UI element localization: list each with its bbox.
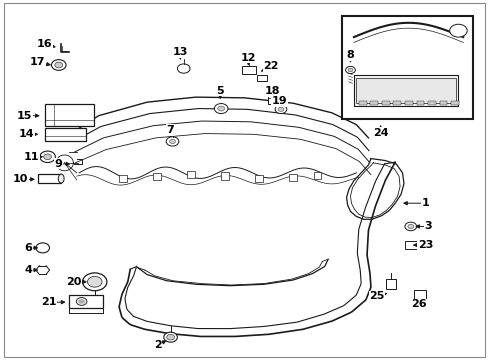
Text: 22: 22 — [263, 62, 279, 71]
Text: 25: 25 — [368, 291, 384, 301]
Circle shape — [347, 68, 352, 72]
Text: 21: 21 — [41, 297, 57, 307]
FancyBboxPatch shape — [45, 104, 94, 126]
Bar — [119, 175, 126, 182]
Text: 8: 8 — [346, 50, 354, 60]
Bar — [256, 75, 267, 81]
Circle shape — [169, 139, 175, 144]
Circle shape — [345, 66, 355, 73]
Circle shape — [43, 154, 51, 159]
Text: 20: 20 — [65, 277, 81, 287]
Bar — [414, 302, 424, 305]
Text: 6: 6 — [24, 243, 32, 253]
Circle shape — [407, 224, 413, 229]
Bar — [386, 279, 395, 289]
Circle shape — [36, 243, 49, 253]
Text: 18: 18 — [264, 86, 280, 96]
Text: 23: 23 — [417, 240, 432, 250]
Bar — [393, 102, 400, 105]
Bar — [369, 102, 377, 105]
Text: 5: 5 — [216, 86, 224, 96]
Bar — [439, 102, 447, 105]
Circle shape — [55, 62, 62, 68]
Circle shape — [163, 332, 177, 342]
Circle shape — [177, 64, 190, 73]
Bar — [404, 242, 418, 249]
Circle shape — [40, 151, 55, 162]
Circle shape — [166, 334, 174, 340]
Text: 24: 24 — [372, 128, 387, 138]
Bar — [221, 172, 228, 180]
Text: 13: 13 — [172, 47, 187, 57]
Text: 16: 16 — [36, 39, 52, 49]
Bar — [255, 175, 263, 182]
Bar — [450, 102, 458, 105]
Bar — [153, 173, 161, 180]
Circle shape — [449, 24, 466, 37]
Bar — [313, 172, 321, 179]
Bar — [358, 102, 366, 105]
Bar — [353, 75, 458, 106]
Text: 3: 3 — [424, 221, 431, 231]
Text: 12: 12 — [240, 53, 256, 63]
Text: 4: 4 — [24, 265, 32, 275]
Bar — [427, 102, 435, 105]
Bar — [267, 92, 278, 104]
Circle shape — [79, 299, 84, 303]
Text: 2: 2 — [154, 340, 162, 350]
Circle shape — [166, 137, 179, 146]
Circle shape — [76, 297, 87, 305]
Circle shape — [404, 222, 416, 231]
Text: 15: 15 — [17, 111, 32, 121]
Bar — [288, 174, 296, 181]
Bar — [242, 66, 255, 73]
Bar — [38, 174, 61, 183]
Circle shape — [275, 105, 286, 113]
Text: 14: 14 — [19, 129, 35, 139]
Ellipse shape — [58, 174, 64, 183]
Bar — [413, 290, 425, 303]
Bar — [416, 102, 424, 105]
Bar — [69, 295, 102, 308]
Text: 19: 19 — [271, 96, 287, 107]
Bar — [404, 102, 412, 105]
Circle shape — [278, 107, 284, 111]
Text: 17: 17 — [30, 57, 45, 67]
Circle shape — [217, 106, 224, 111]
Bar — [356, 78, 455, 103]
Text: 10: 10 — [13, 174, 28, 184]
Circle shape — [82, 273, 107, 291]
Text: 7: 7 — [166, 125, 174, 135]
Text: 1: 1 — [421, 198, 428, 208]
Text: 11: 11 — [24, 152, 39, 162]
Bar — [341, 16, 472, 119]
Text: 9: 9 — [55, 159, 62, 169]
Circle shape — [214, 104, 227, 113]
Bar — [45, 128, 86, 141]
Text: 26: 26 — [410, 299, 426, 309]
Bar — [187, 171, 195, 178]
Circle shape — [87, 276, 102, 287]
Bar — [381, 102, 389, 105]
Circle shape — [51, 60, 66, 70]
